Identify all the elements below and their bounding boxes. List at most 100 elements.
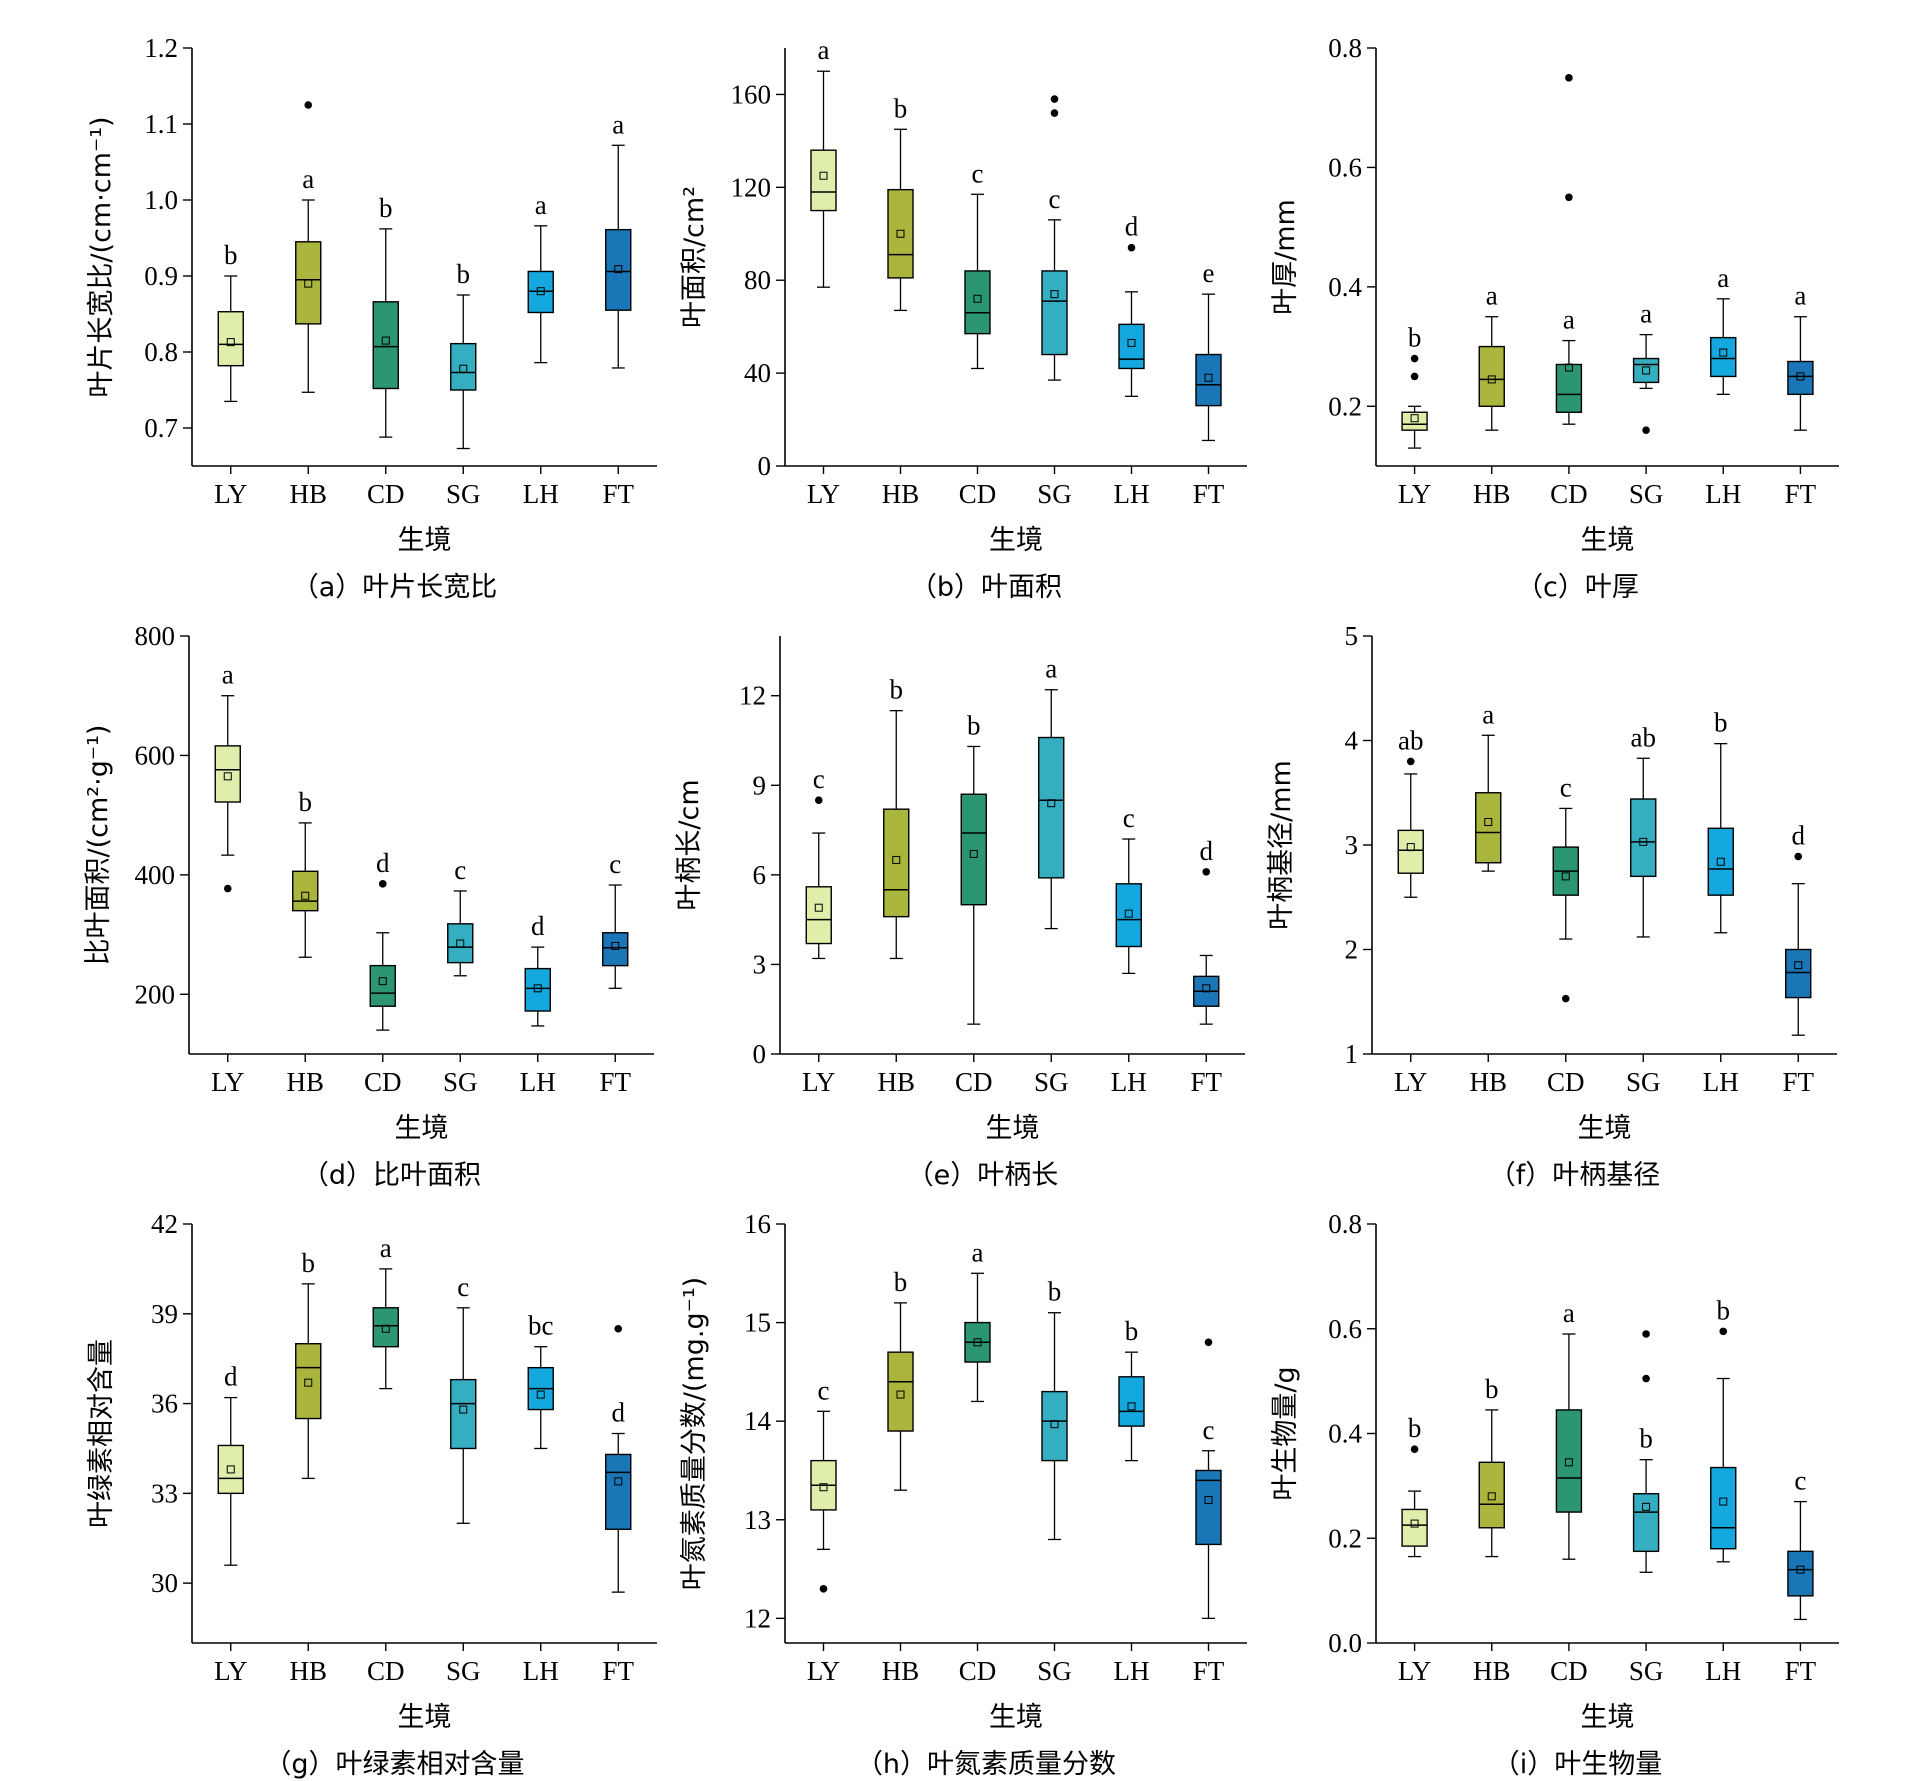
x-tick-label: CD: [959, 1656, 997, 1686]
x-tick-label: SG: [446, 1656, 481, 1686]
chart-panel-4: 200 400 600 800 LY HB CD SG LH FT 生境 比叶面积/(cm²·g⁻¹)…: [83, 621, 654, 1191]
mean-marker: [614, 1477, 623, 1486]
x-tick-label: SG: [1037, 1656, 1072, 1686]
x-tick-label: LY: [1398, 1656, 1431, 1686]
x-tick-label: LH: [520, 1067, 556, 1097]
box-ly: b: [217, 240, 244, 403]
significance-letter: ab: [1631, 722, 1656, 752]
y-tick-label: 3: [1345, 830, 1359, 860]
iqr-box: [1555, 1409, 1583, 1513]
mean-marker: [814, 903, 823, 912]
x-tick-label: LH: [523, 479, 559, 509]
panel-caption: （e）叶柄长: [907, 1160, 1059, 1191]
box-lh: a: [1710, 263, 1737, 395]
mean-marker: [1564, 363, 1573, 372]
box-ft: c: [1195, 1338, 1222, 1620]
y-tick-label: 6: [753, 860, 767, 890]
significance-letter: b: [457, 259, 471, 289]
box-sg: a: [1038, 654, 1065, 930]
x-tick-label: FT: [602, 1656, 634, 1686]
x-tick-label: HB: [289, 479, 327, 509]
y-axis-title: 叶面积/cm²: [679, 186, 710, 328]
significance-letter: a: [302, 164, 314, 194]
iqr-box: [1632, 357, 1660, 384]
chart-panel-6: 1 2 3 4 5 LY HB CD SG LH FT 生境 叶柄基径/mm （f）叶柄基径 ab a c ab b…: [1266, 621, 1837, 1191]
mean-marker: [456, 939, 465, 948]
x-tick-label: CD: [364, 1067, 402, 1097]
significance-letter: b: [1714, 708, 1728, 738]
y-tick-label: 0.2: [1328, 391, 1362, 421]
iqr-box: [1115, 883, 1142, 948]
outlier-point: [1202, 868, 1211, 876]
iqr-box: [1478, 345, 1505, 407]
significance-letter: c: [1203, 1415, 1215, 1445]
box-ly: a: [810, 35, 837, 288]
mean-marker: [973, 1338, 982, 1347]
y-axis-title: 叶柄基径/mm: [1266, 760, 1297, 930]
mean-marker: [459, 364, 468, 373]
iqr-box: [1710, 336, 1737, 378]
iqr-box: [605, 228, 632, 311]
significance-letter: c: [1049, 184, 1061, 214]
x-axis-title: 生境: [989, 525, 1043, 556]
x-tick-label: SG: [1626, 1067, 1661, 1097]
significance-letter: a: [380, 1233, 392, 1263]
x-tick-label: HB: [877, 1067, 915, 1097]
iqr-box: [447, 923, 474, 964]
iqr-box: [1478, 1461, 1505, 1529]
y-tick-label: 40: [744, 358, 771, 388]
y-axis-title: 叶氮素质量分数/(mg.g⁻¹): [679, 1277, 710, 1590]
x-tick-label: LH: [1705, 1656, 1741, 1686]
x-tick-label: LH: [523, 1656, 559, 1686]
box-cd: b: [960, 710, 987, 1025]
box-lh: a: [527, 190, 554, 364]
box-cd: a: [1555, 1298, 1583, 1560]
box-sg: c: [450, 1272, 477, 1524]
x-tick-label: HB: [286, 1067, 324, 1097]
significance-letter: a: [535, 190, 547, 220]
y-tick-label: 400: [135, 860, 176, 890]
box-ly: c: [810, 1375, 837, 1593]
box-cd: c: [964, 158, 991, 370]
y-tick-label: 0.2: [1328, 1523, 1362, 1553]
x-axis-title: 生境: [398, 525, 452, 556]
chart-panel-3: 0.2 0.4 0.6 0.8 LY HB CD SG LH FT 生境 叶厚/mm （c）叶厚 b a a a…: [1270, 33, 1839, 603]
box-cd: c: [1552, 772, 1579, 1003]
y-tick-label: 0.8: [1328, 1209, 1362, 1239]
y-tick-label: 5: [1345, 621, 1359, 651]
mean-marker: [1050, 1420, 1059, 1429]
y-tick-label: 0.4: [1328, 272, 1362, 302]
box-sg: b: [1632, 1330, 1660, 1573]
significance-letter: d: [1125, 212, 1139, 242]
significance-letter: e: [1203, 258, 1215, 288]
significance-letter: a: [1717, 263, 1729, 293]
significance-letter: a: [1563, 1298, 1575, 1328]
significance-letter: c: [1123, 803, 1135, 833]
x-axis-title: 生境: [1581, 525, 1635, 556]
mean-marker: [1127, 338, 1136, 347]
iqr-box: [1785, 948, 1812, 999]
box-sg: c: [447, 855, 474, 977]
box-cd: a: [372, 1233, 399, 1390]
y-tick-label: 12: [739, 681, 766, 711]
box-hb: b: [887, 1267, 914, 1491]
mean-marker: [614, 265, 623, 274]
mean-marker: [1204, 1496, 1213, 1505]
mean-marker: [896, 229, 905, 238]
mean-marker: [1204, 373, 1213, 382]
mean-marker: [1561, 872, 1570, 881]
significance-letter: b: [1717, 1295, 1731, 1325]
y-tick-label: 0.4: [1328, 1419, 1362, 1449]
y-tick-label: 120: [731, 172, 772, 202]
significance-letter: b: [890, 675, 904, 705]
x-tick-label: HB: [882, 1656, 920, 1686]
box-cd: a: [964, 1237, 991, 1403]
x-tick-label: CD: [367, 479, 405, 509]
y-tick-label: 16: [744, 1209, 771, 1239]
significance-letter: d: [612, 1398, 626, 1428]
mean-marker: [1642, 366, 1651, 375]
outlier-point: [378, 880, 387, 888]
box-lh: d: [524, 911, 551, 1027]
significance-letter: a: [972, 1237, 984, 1267]
significance-letter: a: [1045, 654, 1057, 684]
